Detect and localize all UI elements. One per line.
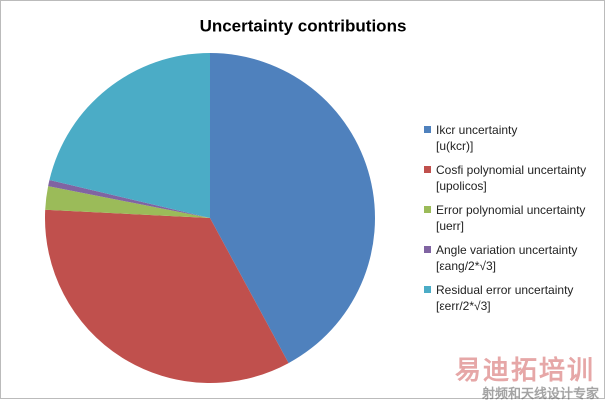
- legend-swatch: [424, 166, 431, 173]
- legend-item: Residual error uncertainty [εerr/2*√3]: [424, 282, 573, 314]
- legend-item: Error polynomial uncertainty [uerr]: [424, 202, 585, 234]
- pie-slice: [45, 186, 210, 218]
- legend-label: Ikcr uncertainty [u(kcr)]: [436, 123, 518, 153]
- legend-swatch: [424, 246, 431, 253]
- legend-item: Ikcr uncertainty [u(kcr)]: [424, 122, 517, 154]
- legend-label: Angle variation uncertainty [εang/2*√3]: [436, 243, 578, 273]
- legend-label: Error polynomial uncertainty [uerr]: [436, 203, 586, 233]
- watermark-subtitle: 射频和天线设计专家: [481, 386, 599, 401]
- pie-slice: [48, 179, 211, 218]
- legend-swatch: [424, 206, 431, 213]
- legend-label: Cosfi polynomial uncertainty [upolicos]: [436, 163, 587, 193]
- legend-item: Cosfi polynomial uncertainty [upolicos]: [424, 162, 586, 194]
- pie-slice: [210, 53, 375, 364]
- watermark-title: 易迪拓培训: [454, 355, 595, 385]
- pie-slice: [49, 52, 210, 218]
- chart-title: Uncertainty contributions: [200, 16, 407, 35]
- pie-slice: [45, 209, 289, 383]
- legend-label: Residual error uncertainty [εerr/2*√3]: [436, 283, 574, 313]
- legend-swatch: [424, 286, 431, 293]
- legend-swatch: [424, 126, 431, 133]
- legend-item: Angle variation uncertainty [εang/2*√3]: [424, 242, 577, 274]
